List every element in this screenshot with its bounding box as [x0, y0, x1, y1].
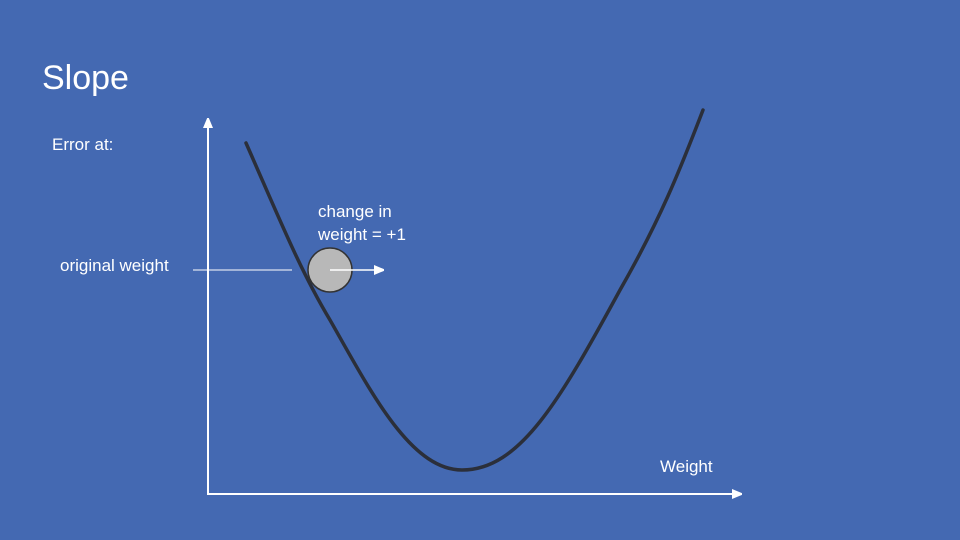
- change-label-line-2: weight = +1: [318, 225, 406, 244]
- change-in-weight-label: change in weight = +1: [318, 200, 448, 246]
- slide-title: Slope: [42, 59, 129, 97]
- error-curve: [244, 108, 705, 472]
- change-label-line-1: change in: [318, 202, 392, 221]
- y-axis-label: Error at:: [52, 135, 114, 154]
- x-axis-label: Weight: [660, 457, 713, 476]
- original-weight-label: original weight: [60, 256, 169, 275]
